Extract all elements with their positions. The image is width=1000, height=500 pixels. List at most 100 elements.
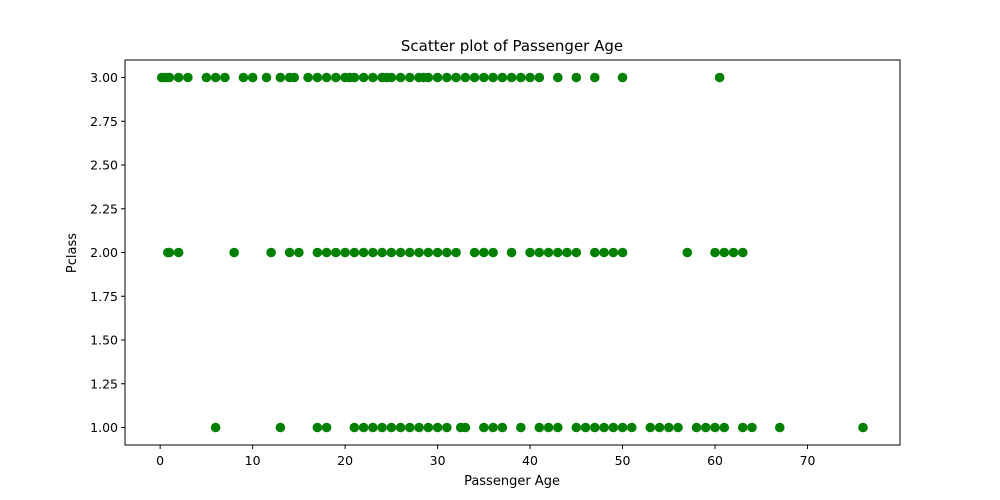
data-point	[321, 247, 332, 258]
y-tick-label: 1.75	[90, 289, 118, 304]
data-point	[571, 422, 582, 433]
data-point	[451, 247, 461, 258]
data-point	[497, 72, 508, 83]
data-point	[368, 72, 378, 83]
data-point	[210, 422, 221, 433]
data-point	[553, 422, 563, 433]
data-point	[294, 247, 304, 258]
data-point	[386, 422, 397, 433]
y-tick-label: 2.25	[90, 201, 118, 216]
data-point	[543, 247, 554, 258]
data-point	[210, 72, 221, 83]
x-tick-label: 10	[245, 453, 261, 468]
y-axis-label: Pclass	[65, 233, 80, 273]
y-tick-label: 2.50	[90, 158, 118, 173]
data-point	[432, 247, 443, 258]
data-point	[599, 247, 609, 258]
data-point	[645, 422, 656, 433]
data-point	[737, 247, 748, 258]
data-point	[173, 247, 184, 258]
data-point	[719, 422, 730, 433]
data-point	[580, 422, 591, 433]
data-point	[534, 422, 545, 433]
data-point	[710, 422, 720, 433]
x-tick-label: 40	[522, 453, 538, 468]
x-tick-label: 30	[430, 453, 446, 468]
data-point	[460, 72, 471, 83]
data-point	[469, 72, 480, 83]
data-point	[590, 247, 600, 258]
data-point	[164, 247, 175, 258]
data-point	[571, 72, 582, 83]
data-point	[368, 422, 378, 433]
data-point	[617, 247, 628, 258]
scatter-points	[156, 72, 868, 433]
data-point	[488, 72, 498, 83]
data-point	[358, 247, 369, 258]
data-point	[266, 247, 276, 258]
data-point	[663, 422, 674, 433]
data-point	[395, 72, 406, 83]
data-point	[321, 72, 332, 83]
data-point	[414, 422, 424, 433]
data-point	[201, 72, 212, 83]
data-point	[700, 422, 711, 433]
data-point	[469, 247, 480, 258]
data-point	[858, 422, 868, 433]
data-point	[183, 72, 193, 83]
data-point	[312, 72, 323, 83]
data-point	[423, 422, 434, 433]
data-point	[377, 247, 387, 258]
data-point	[220, 72, 230, 83]
data-point	[608, 247, 619, 258]
data-point	[543, 422, 554, 433]
data-point	[534, 72, 545, 83]
data-point	[442, 422, 452, 433]
y-tick-label: 3.00	[90, 70, 118, 85]
data-point	[488, 422, 498, 433]
data-point	[423, 247, 434, 258]
data-point	[247, 72, 258, 83]
data-point	[506, 72, 517, 83]
data-point	[774, 422, 785, 433]
data-point	[590, 72, 600, 83]
data-point	[506, 247, 517, 258]
data-point	[654, 422, 665, 433]
data-point	[451, 72, 461, 83]
data-point	[479, 72, 489, 83]
data-point	[423, 72, 434, 83]
plot-area-frame	[124, 59, 901, 446]
data-point	[358, 72, 369, 83]
data-point	[627, 422, 637, 433]
data-point	[460, 422, 471, 433]
data-point	[479, 422, 489, 433]
data-point	[714, 72, 725, 83]
data-point	[617, 422, 628, 433]
data-point	[590, 422, 600, 433]
data-point	[229, 247, 239, 258]
data-point	[312, 247, 323, 258]
y-tick-label: 2.00	[90, 245, 118, 260]
data-point	[571, 247, 582, 258]
data-point	[321, 422, 332, 433]
data-point	[340, 247, 350, 258]
data-point	[525, 247, 535, 258]
data-point	[673, 422, 683, 433]
x-axis-ticks: 0 10 20 30 40 50 60 70	[156, 445, 816, 468]
data-point	[747, 422, 757, 433]
data-point	[173, 72, 184, 83]
y-tick-label: 1.00	[90, 420, 118, 435]
data-point	[275, 72, 286, 83]
data-point	[534, 247, 545, 258]
x-tick-label: 0	[156, 453, 164, 468]
data-point	[349, 72, 360, 83]
data-point	[275, 422, 286, 433]
data-point	[368, 247, 378, 258]
data-point	[617, 72, 628, 83]
data-point	[405, 247, 415, 258]
data-point	[432, 72, 443, 83]
data-point	[488, 247, 498, 258]
data-point	[553, 72, 563, 83]
data-point	[395, 422, 406, 433]
